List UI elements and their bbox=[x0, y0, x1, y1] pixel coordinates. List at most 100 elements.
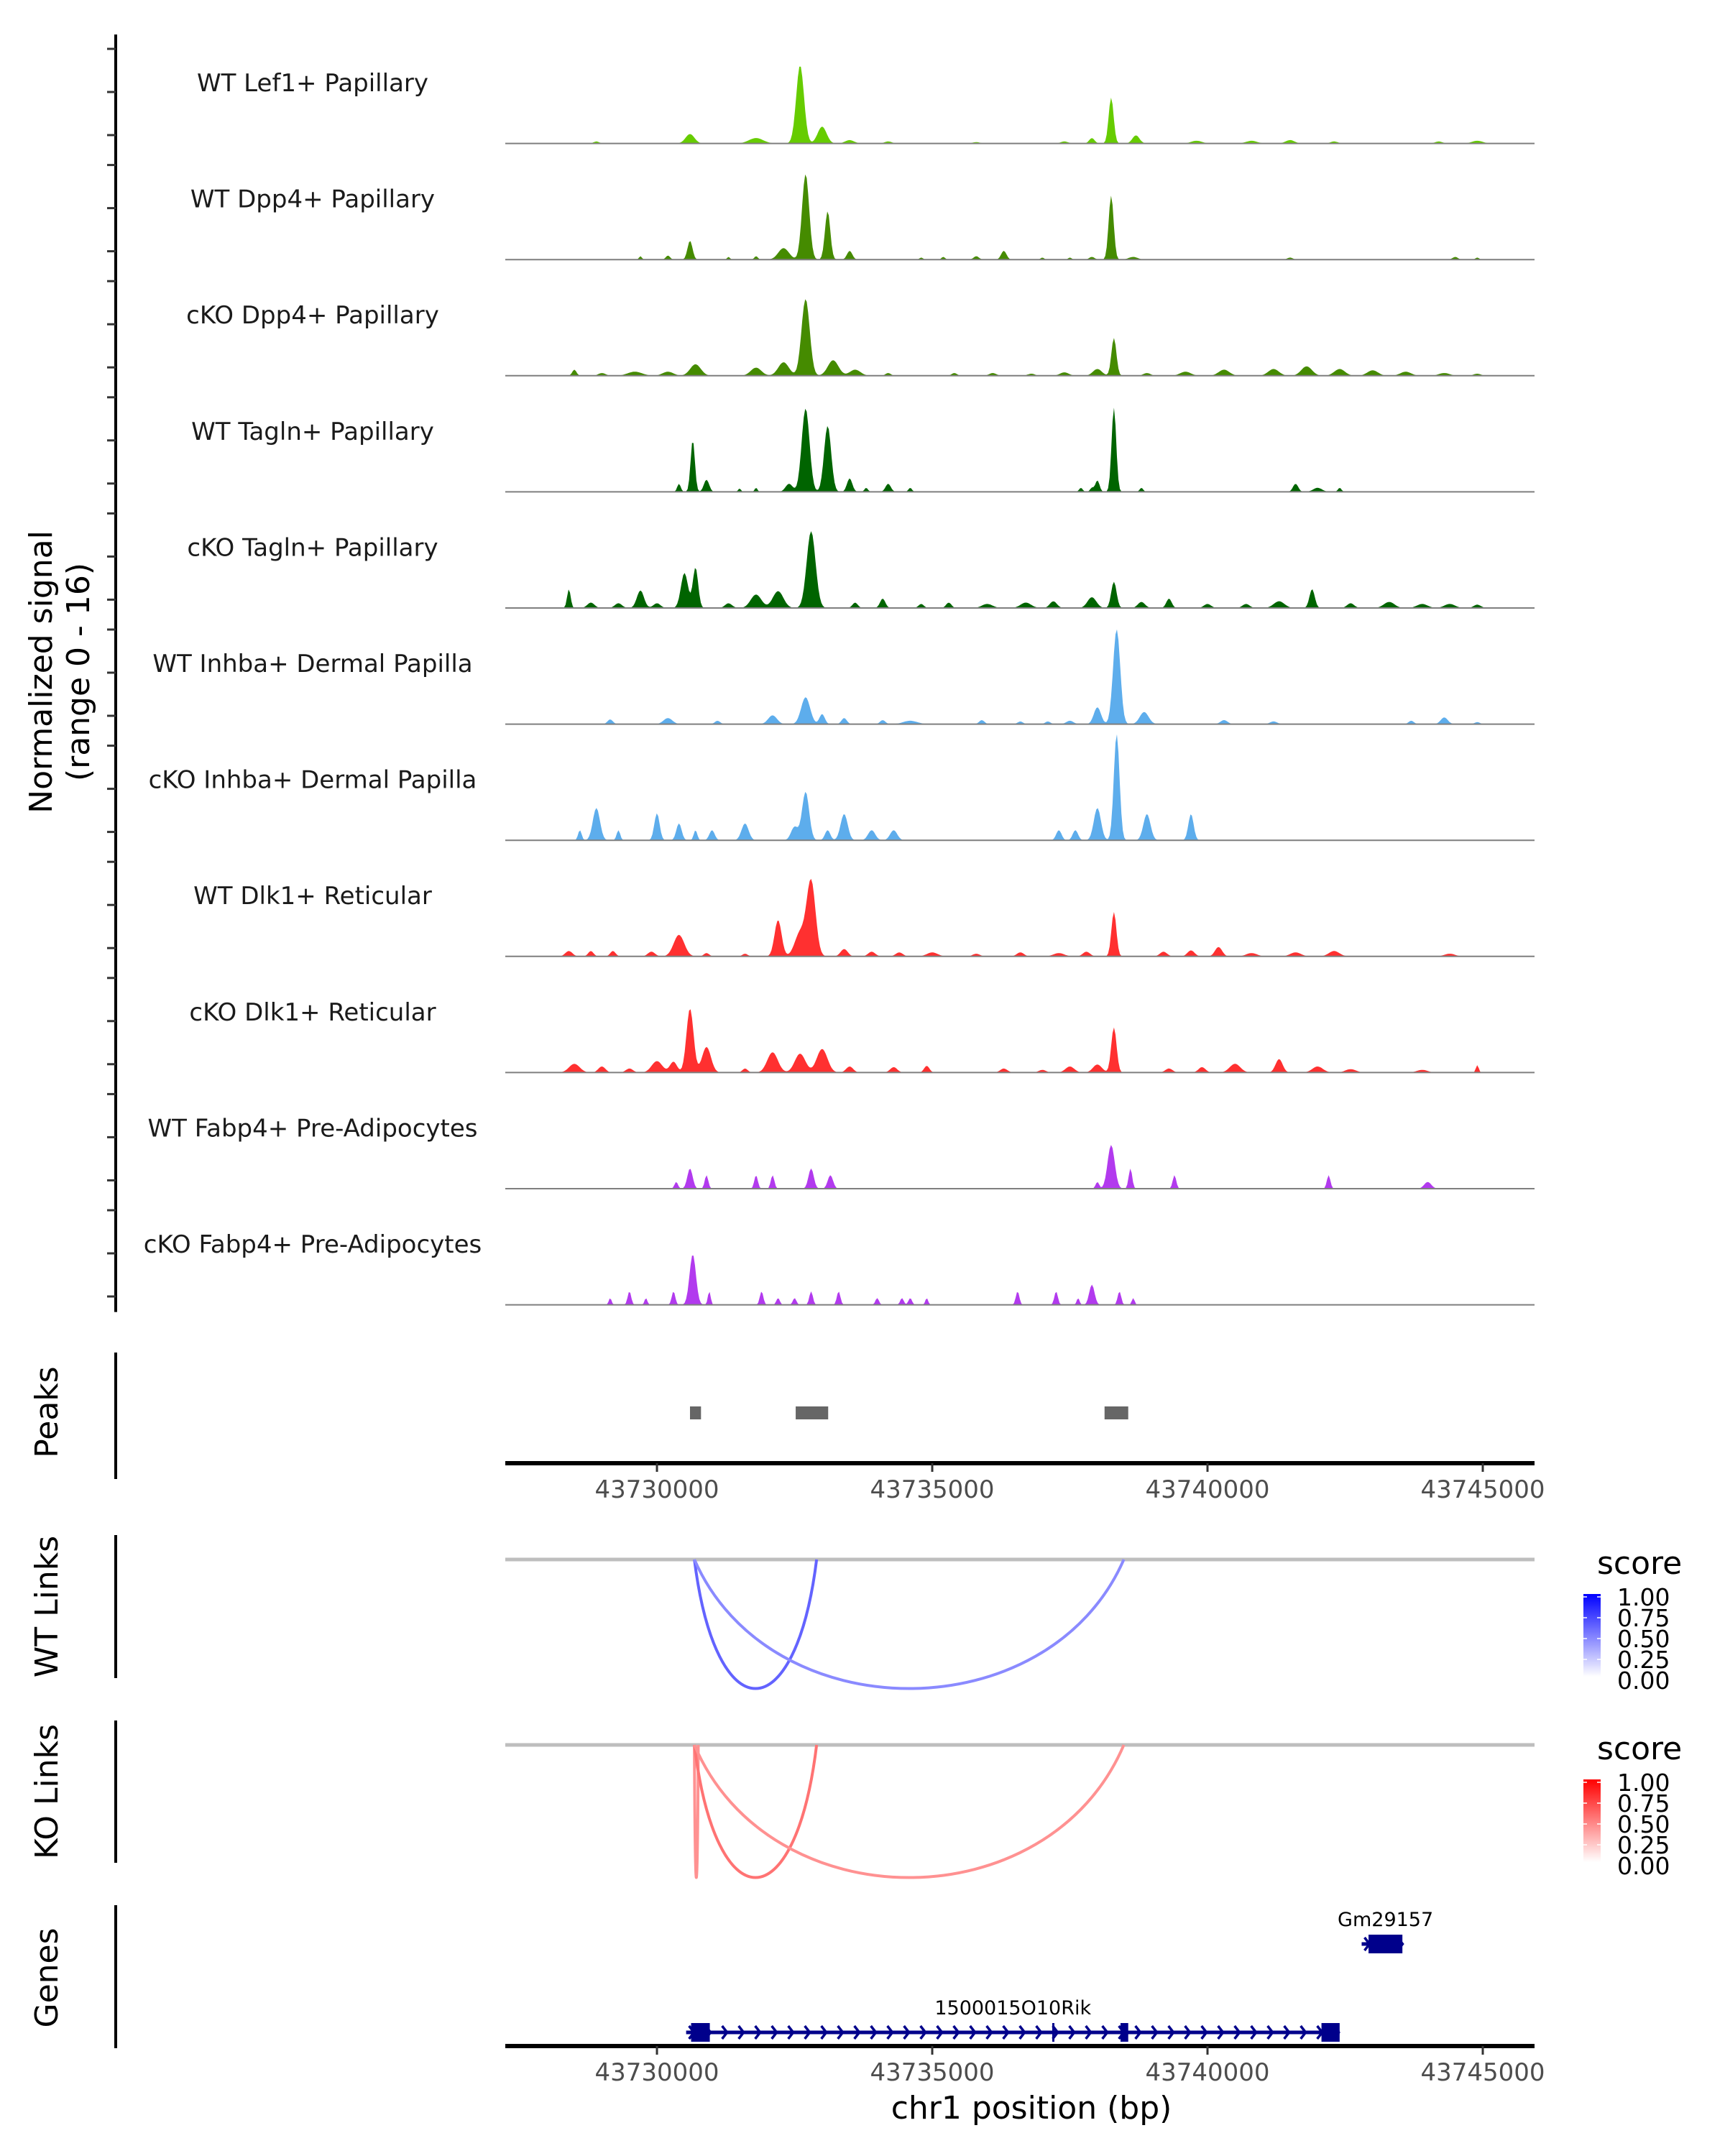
legend-colorbar bbox=[1583, 1779, 1601, 1862]
strand-arrow-icon bbox=[820, 2024, 828, 2040]
gene: Gm29157 bbox=[1338, 1909, 1433, 1953]
y-axis-title-line1: Normalized signal bbox=[23, 530, 60, 814]
track-label: cKO Dpp4+ Papillary bbox=[186, 301, 439, 330]
strand-arrow-icon bbox=[952, 2024, 960, 2040]
x-tick-label: 43740000 bbox=[1145, 1475, 1269, 1504]
coverage-area bbox=[505, 1256, 1535, 1305]
coverage-area bbox=[505, 629, 1535, 724]
strand-arrow-icon bbox=[1018, 2024, 1026, 2040]
strand-arrow-icon bbox=[1035, 2024, 1043, 2040]
legend-tick-label: 0.25 bbox=[1617, 1646, 1670, 1674]
coverage-area bbox=[505, 407, 1535, 492]
legend-tick-label: 0.75 bbox=[1617, 1789, 1670, 1818]
legend-tick-label: 0.25 bbox=[1617, 1831, 1670, 1859]
x-axis-top: 43730000 43735000 43740000 43745000 bbox=[505, 1461, 1545, 1504]
x-tick-label: 43730000 bbox=[594, 1475, 719, 1504]
strand-arrow-icon bbox=[1101, 2024, 1109, 2040]
coverage-area bbox=[505, 174, 1535, 260]
strand-arrow-icon bbox=[903, 2024, 911, 2040]
track-label: cKO Dlk1+ Reticular bbox=[189, 998, 436, 1027]
track-label: WT Dpp4+ Papillary bbox=[190, 185, 435, 214]
coverage-area bbox=[505, 878, 1535, 957]
track-label: WT Lef1+ Papillary bbox=[197, 69, 428, 98]
strand-arrow-icon bbox=[936, 2024, 944, 2040]
strand-arrow-icon bbox=[721, 2024, 729, 2040]
legend-colorbar bbox=[1583, 1594, 1601, 1677]
strand-arrow-icon bbox=[1250, 2024, 1258, 2040]
link-arc bbox=[693, 1744, 1126, 1879]
strand-arrow-icon bbox=[754, 2024, 762, 2040]
x-axis-bottom: 43730000 43735000 43740000 43745000 bbox=[505, 2044, 1545, 2087]
peak-region bbox=[796, 1406, 829, 1419]
x-axis-title: chr1 position (bp) bbox=[891, 2090, 1172, 2127]
legend-tick-label: 0.50 bbox=[1617, 1625, 1670, 1653]
strand-arrow-icon bbox=[870, 2024, 878, 2040]
strand-arrow-icon bbox=[770, 2024, 778, 2040]
coverage-area bbox=[505, 531, 1535, 608]
strand-arrow-icon bbox=[1068, 2024, 1076, 2040]
coverage-area bbox=[505, 1009, 1535, 1073]
track-label: WT Inhba+ Dermal Papilla bbox=[152, 650, 472, 678]
coverage-track: cKO Fabp4+ Pre-Adipocytes bbox=[107, 1209, 1535, 1306]
strand-arrow-icon bbox=[737, 2024, 745, 2040]
track-label: cKO Inhba+ Dermal Papilla bbox=[149, 766, 477, 795]
x-tick-label: 43735000 bbox=[870, 2058, 994, 2087]
strand-arrow-icon bbox=[1266, 2024, 1274, 2040]
legend-tick-label: 1.00 bbox=[1617, 1769, 1670, 1797]
gene: 1500015O10Rik bbox=[686, 1997, 1340, 2042]
coverage-track: WT Dlk1+ Reticular bbox=[107, 860, 1535, 957]
coverage-area bbox=[505, 734, 1535, 841]
gene-exon bbox=[1120, 2023, 1128, 2042]
legend-tick-label: 0.00 bbox=[1617, 1852, 1670, 1880]
coverage-track: WT Fabp4+ Pre-Adipocytes bbox=[107, 1092, 1535, 1189]
link-arc bbox=[693, 1744, 700, 1879]
strand-arrow-icon bbox=[1002, 2024, 1010, 2040]
y-axis-title: Normalized signal (range 0 - 16) bbox=[23, 530, 97, 814]
strand-arrow-icon bbox=[1233, 2024, 1241, 2040]
link-arc bbox=[693, 1559, 1126, 1690]
strand-arrow-icon bbox=[1200, 2024, 1208, 2040]
legend-title: score bbox=[1597, 1545, 1682, 1582]
gene-label: Gm29157 bbox=[1338, 1909, 1433, 1931]
x-tick-label: 43730000 bbox=[594, 2058, 719, 2087]
coverage-track: cKO Inhba+ Dermal Papilla bbox=[107, 734, 1535, 842]
legend-tick-label: 0.00 bbox=[1617, 1667, 1670, 1695]
track-label: WT Fabp4+ Pre-Adipocytes bbox=[148, 1114, 478, 1143]
gene-exon bbox=[691, 2023, 710, 2042]
x-tick-label: 43745000 bbox=[1420, 2058, 1545, 2087]
legend-tick-label: 1.00 bbox=[1617, 1583, 1670, 1611]
strand-arrow-icon bbox=[886, 2024, 894, 2040]
track-label: WT Tagln+ Papillary bbox=[191, 418, 434, 446]
strand-arrow-icon bbox=[1151, 2024, 1159, 2040]
coverage-area bbox=[505, 66, 1535, 144]
links-panel-label: WT Links bbox=[29, 1536, 65, 1677]
strand-arrow-icon bbox=[1217, 2024, 1225, 2040]
x-tick-label: 43740000 bbox=[1145, 2058, 1269, 2087]
strand-arrow-icon bbox=[1300, 2024, 1307, 2040]
strand-arrow-icon bbox=[969, 2024, 977, 2040]
strand-arrow-icon bbox=[985, 2024, 993, 2040]
coverage-track: cKO Dpp4+ Papillary bbox=[107, 280, 1535, 377]
strand-arrow-icon bbox=[1134, 2024, 1142, 2040]
coverage-track: WT Tagln+ Papillary bbox=[107, 396, 1535, 493]
strand-arrow-icon bbox=[1167, 2024, 1175, 2040]
link-arc bbox=[693, 1559, 819, 1690]
x-tick-label: 43745000 bbox=[1420, 1475, 1545, 1504]
peaks-panel: Peaks bbox=[29, 1353, 1128, 1479]
coverage-tracks: WT Lef1+ Papillary WT Dpp4+ Papillary cKO … bbox=[107, 34, 1535, 1312]
peak-region bbox=[689, 1406, 702, 1419]
coverage-track: cKO Dlk1+ Reticular bbox=[107, 977, 1535, 1074]
links-panel-label: KO Links bbox=[29, 1724, 65, 1859]
legend-title: score bbox=[1597, 1731, 1682, 1767]
track-label: cKO Fabp4+ Pre-Adipocytes bbox=[144, 1230, 482, 1259]
gene-label: 1500015O10Rik bbox=[934, 1997, 1091, 2019]
legend-tick-label: 0.75 bbox=[1617, 1604, 1670, 1632]
gene-exon bbox=[1368, 1935, 1403, 1953]
strand-arrow-icon bbox=[1085, 2024, 1092, 2040]
strand-arrow-icon bbox=[804, 2024, 811, 2040]
